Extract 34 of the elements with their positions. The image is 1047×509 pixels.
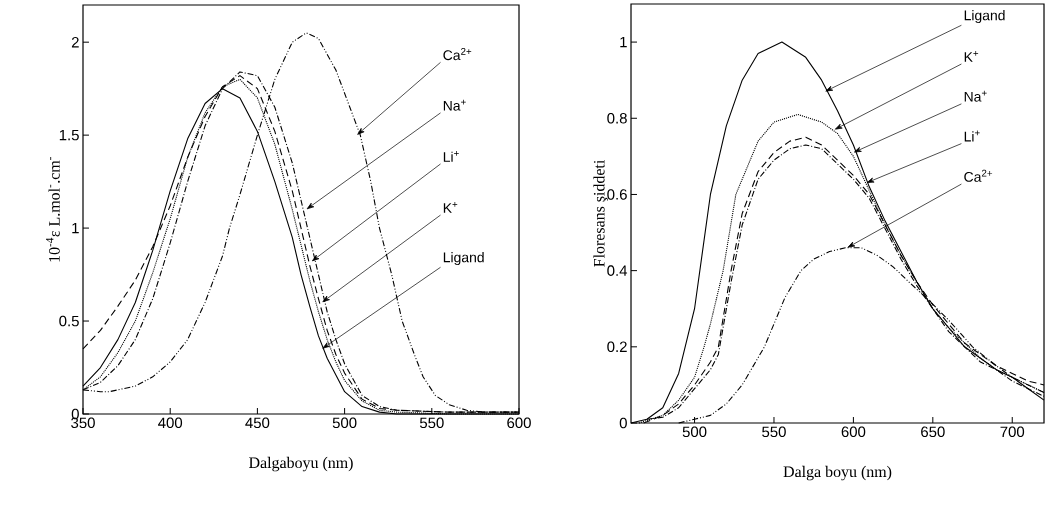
x-tick-label: 600	[841, 426, 866, 438]
y-tick-label: 2	[71, 36, 79, 48]
annotation: Ligand	[443, 252, 484, 266]
annotation: Li$^{+}$	[964, 130, 980, 142]
y-tick-label: 1.5	[59, 129, 79, 141]
y-tick-label: 1	[72, 222, 79, 234]
y-tick-label: 0.8	[607, 112, 627, 124]
annotation: Ca$^{2+}$	[964, 169, 993, 182]
annotation: Ligand	[964, 10, 1005, 24]
annotation: Li$^{+}$	[443, 150, 459, 162]
y-tick-label: 0.2	[607, 341, 627, 353]
y-tick-label: 1	[620, 36, 627, 48]
x-tick-label: 550	[419, 417, 444, 429]
x-tick-label: 650	[921, 426, 945, 438]
x-tick-label: 500	[332, 417, 357, 429]
annotation: K$^{+}$	[443, 202, 458, 213]
x-tick-label: 600	[507, 417, 531, 429]
y-axis-title: 10$^{-4}$ε L.mol$^{-}$.cm$^{-}$	[46, 156, 60, 262]
y-tick-label: 0.4	[607, 265, 628, 276]
annotation: Na$^{+}$	[443, 99, 466, 111]
x-tick-label: 450	[245, 417, 270, 429]
x-tick-label: 500	[682, 426, 707, 438]
x-axis-title: Dalgaboyu (nm)	[249, 456, 353, 472]
x-tick-label: 700	[1000, 426, 1025, 438]
x-tick-label: 400	[158, 417, 183, 429]
annotation: Ca$^{2+}$	[443, 48, 472, 61]
x-axis-title: Dalga boyu (nm)	[783, 465, 892, 481]
y-tick-label: 0	[619, 417, 627, 429]
x-tick-label: 550	[762, 426, 786, 438]
y-tick-label: 0.5	[59, 315, 79, 327]
y-axis-title: Floresans şiddeti	[593, 160, 608, 267]
y-tick-label: 0.6	[607, 189, 627, 200]
annotation: Na$^{+}$	[964, 90, 987, 102]
annotation: K$^{+}$	[964, 50, 979, 62]
